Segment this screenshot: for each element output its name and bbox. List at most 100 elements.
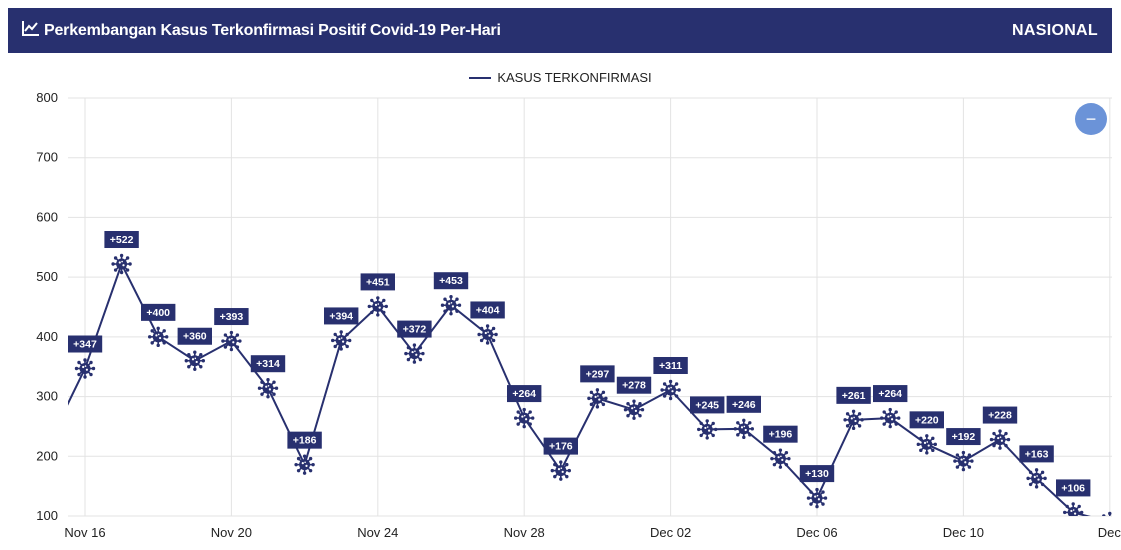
data-label: +228	[988, 410, 1012, 422]
data-label: +163	[1025, 448, 1049, 460]
virus-marker[interactable]	[733, 418, 754, 440]
virus-marker[interactable]	[953, 450, 974, 472]
y-tick-label: 600	[36, 209, 58, 224]
data-label: +192	[952, 431, 976, 443]
data-label-box	[177, 327, 212, 345]
x-tick-label: Dec 10	[943, 525, 984, 540]
y-tick-label: 500	[36, 269, 58, 284]
data-label-box	[763, 425, 798, 443]
y-tick-label: 200	[36, 448, 58, 463]
chart-header: Perkembangan Kasus Terkonfirmasi Positif…	[8, 8, 1112, 53]
virus-marker[interactable]	[1100, 511, 1120, 532]
data-label-box	[104, 231, 139, 249]
data-label: +372	[403, 324, 427, 336]
x-tick-label: Dec	[1098, 525, 1121, 540]
legend[interactable]: KASUS TERKONFIRMASI	[0, 70, 1121, 85]
series-line	[68, 261, 1091, 516]
virus-marker[interactable]	[660, 379, 681, 401]
virus-marker[interactable]	[111, 253, 132, 275]
data-label-box	[397, 320, 432, 338]
data-label-box	[616, 376, 652, 394]
data-label-box	[287, 431, 322, 449]
y-tick-label: 100	[36, 508, 58, 523]
data-label: +264	[512, 388, 536, 400]
x-tick-label: Nov 16	[64, 525, 105, 540]
data-label-box	[690, 396, 725, 414]
virus-marker[interactable]	[514, 407, 535, 429]
virus-marker[interactable]	[74, 358, 96, 379]
data-label: +106	[1061, 482, 1085, 494]
virus-marker[interactable]	[989, 429, 1011, 450]
data-label: +176	[549, 441, 573, 453]
data-label: +347	[73, 339, 97, 351]
virus-marker[interactable]	[880, 407, 901, 429]
data-label: +451	[366, 276, 390, 288]
title-wrap: Perkembangan Kasus Terkonfirmasi Positif…	[22, 20, 501, 41]
x-tick-label: Dec 02	[650, 525, 691, 540]
data-label-box	[38, 411, 59, 428]
data-label-box	[799, 465, 835, 483]
virus-marker[interactable]	[587, 388, 608, 409]
virus-marker[interactable]	[1063, 502, 1084, 522]
virus-marker[interactable]	[550, 460, 571, 481]
data-label-box	[324, 307, 359, 325]
data-label: +261	[842, 390, 866, 402]
virus-marker[interactable]	[440, 295, 462, 316]
data-label: +404	[476, 304, 500, 316]
virus-marker[interactable]	[697, 419, 718, 440]
data-label-box	[946, 428, 981, 446]
data-label-box	[653, 357, 688, 375]
data-label: +278	[622, 380, 646, 392]
virus-marker[interactable]	[257, 378, 279, 399]
data-label: +311	[659, 360, 682, 372]
data-label-box	[580, 365, 615, 383]
data-label: +314	[256, 358, 280, 370]
data-label: +522	[110, 234, 134, 246]
x-tick-label: Nov 24	[357, 525, 398, 540]
virus-marker[interactable]	[367, 296, 388, 317]
data-label-box	[470, 301, 505, 319]
data-label-box	[250, 355, 286, 373]
data-label-box	[1056, 479, 1091, 497]
virus-marker[interactable]	[770, 448, 791, 469]
data-label-box	[1019, 445, 1054, 463]
zoom-out-icon: −	[1085, 109, 1097, 129]
y-tick-label: 300	[36, 389, 58, 404]
region-label: NASIONAL	[1012, 21, 1098, 39]
data-label: +394	[329, 310, 353, 322]
data-label-box	[433, 272, 469, 290]
data-label: 21	[43, 414, 55, 426]
chart-title: Perkembangan Kasus Terkonfirmasi Positif…	[44, 21, 501, 39]
data-label-box	[726, 395, 761, 413]
zoom-out-button[interactable]: −	[1075, 103, 1107, 135]
data-label: +130	[805, 468, 829, 480]
data-label: +400	[146, 307, 170, 319]
data-label: +360	[183, 331, 207, 343]
y-tick-label: 400	[36, 329, 58, 344]
data-label-box	[507, 385, 542, 403]
virus-marker[interactable]	[148, 326, 169, 348]
data-label-box	[873, 385, 908, 403]
y-tick-label: 800	[36, 90, 58, 105]
virus-marker[interactable]	[806, 487, 828, 509]
virus-marker[interactable]	[843, 409, 864, 431]
data-label: +297	[586, 368, 610, 380]
data-label: +245	[695, 399, 719, 411]
virus-marker[interactable]	[623, 399, 645, 420]
virus-marker[interactable]	[331, 330, 352, 351]
data-label: +220	[915, 414, 939, 426]
data-label-box	[909, 411, 944, 429]
legend-label: KASUS TERKONFIRMASI	[497, 70, 652, 85]
data-label: +196	[769, 429, 793, 441]
virus-marker[interactable]	[221, 330, 242, 352]
x-tick-label: Nov 20	[211, 525, 252, 540]
virus-marker[interactable]	[184, 350, 205, 371]
virus-marker[interactable]	[294, 454, 315, 475]
virus-marker[interactable]	[477, 324, 498, 345]
virus-marker[interactable]	[916, 434, 937, 455]
y-tick-label: 700	[36, 150, 58, 165]
data-label-box	[836, 386, 871, 404]
virus-marker[interactable]	[1026, 468, 1047, 489]
virus-marker[interactable]	[404, 343, 425, 364]
